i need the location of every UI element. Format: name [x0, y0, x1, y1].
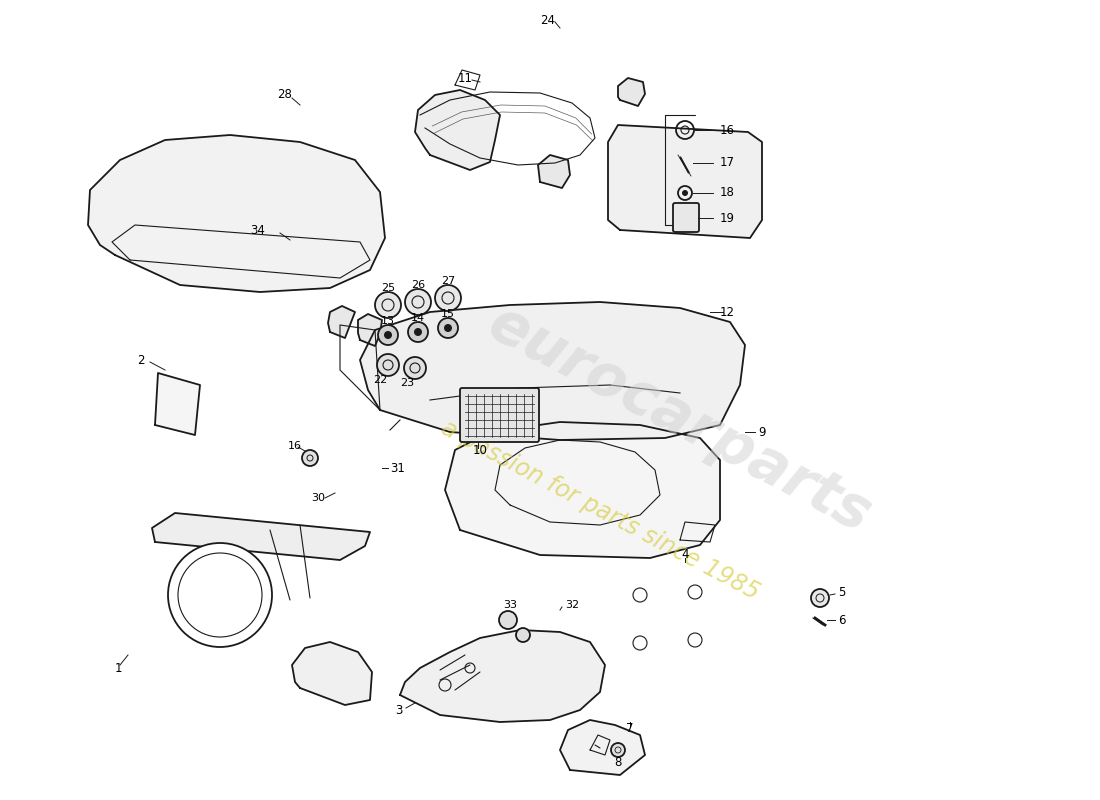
Circle shape [375, 292, 402, 318]
Text: 10: 10 [473, 443, 487, 457]
Polygon shape [400, 630, 605, 722]
Polygon shape [358, 314, 382, 346]
Polygon shape [360, 302, 745, 440]
Polygon shape [328, 306, 355, 338]
Text: 23: 23 [400, 378, 414, 388]
Text: 5: 5 [838, 586, 846, 598]
Circle shape [610, 743, 625, 757]
Text: 18: 18 [720, 186, 735, 199]
Circle shape [405, 289, 431, 315]
Text: 15: 15 [441, 309, 455, 319]
Circle shape [302, 450, 318, 466]
Text: 25: 25 [381, 283, 395, 293]
Circle shape [444, 324, 452, 332]
Circle shape [384, 331, 392, 339]
Text: 7: 7 [626, 722, 634, 734]
Circle shape [516, 628, 530, 642]
Polygon shape [155, 373, 200, 435]
Polygon shape [152, 513, 370, 560]
Polygon shape [538, 155, 570, 188]
Polygon shape [292, 642, 372, 705]
Text: 31: 31 [390, 462, 405, 474]
Circle shape [377, 354, 399, 376]
Text: 2: 2 [138, 354, 145, 366]
Text: 33: 33 [503, 600, 517, 610]
Text: 13: 13 [381, 316, 395, 326]
Text: 16: 16 [720, 123, 735, 137]
Circle shape [499, 611, 517, 629]
Circle shape [378, 325, 398, 345]
Text: 14: 14 [411, 313, 425, 323]
Text: 6: 6 [838, 614, 846, 626]
Circle shape [434, 285, 461, 311]
Circle shape [408, 322, 428, 342]
Polygon shape [608, 125, 762, 238]
Circle shape [414, 328, 422, 336]
Text: 17: 17 [720, 155, 735, 169]
Circle shape [682, 190, 688, 196]
Circle shape [168, 543, 272, 647]
Text: 9: 9 [758, 426, 766, 438]
Text: 32: 32 [565, 600, 579, 610]
Polygon shape [560, 720, 645, 775]
Text: 11: 11 [458, 71, 473, 85]
Text: 8: 8 [614, 755, 622, 769]
Text: eurocarparts: eurocarparts [478, 295, 881, 545]
Text: 4: 4 [681, 549, 689, 562]
Polygon shape [415, 90, 500, 170]
Text: 27: 27 [441, 276, 455, 286]
Text: 12: 12 [720, 306, 735, 318]
Polygon shape [88, 135, 385, 292]
Text: 22: 22 [373, 375, 387, 385]
Polygon shape [446, 422, 720, 558]
Text: a passion for parts since 1985: a passion for parts since 1985 [437, 416, 763, 604]
Text: 1: 1 [114, 662, 122, 674]
Circle shape [404, 357, 426, 379]
Text: 34: 34 [251, 223, 265, 237]
FancyBboxPatch shape [460, 388, 539, 442]
Text: 16: 16 [288, 441, 302, 451]
Text: 30: 30 [311, 493, 324, 503]
Circle shape [438, 318, 458, 338]
FancyBboxPatch shape [673, 203, 698, 232]
Circle shape [811, 589, 829, 607]
Text: 28: 28 [277, 89, 293, 102]
Polygon shape [618, 78, 645, 106]
Text: 24: 24 [540, 14, 556, 26]
Text: 3: 3 [396, 703, 403, 717]
Text: 19: 19 [720, 211, 735, 225]
Text: 26: 26 [411, 280, 425, 290]
